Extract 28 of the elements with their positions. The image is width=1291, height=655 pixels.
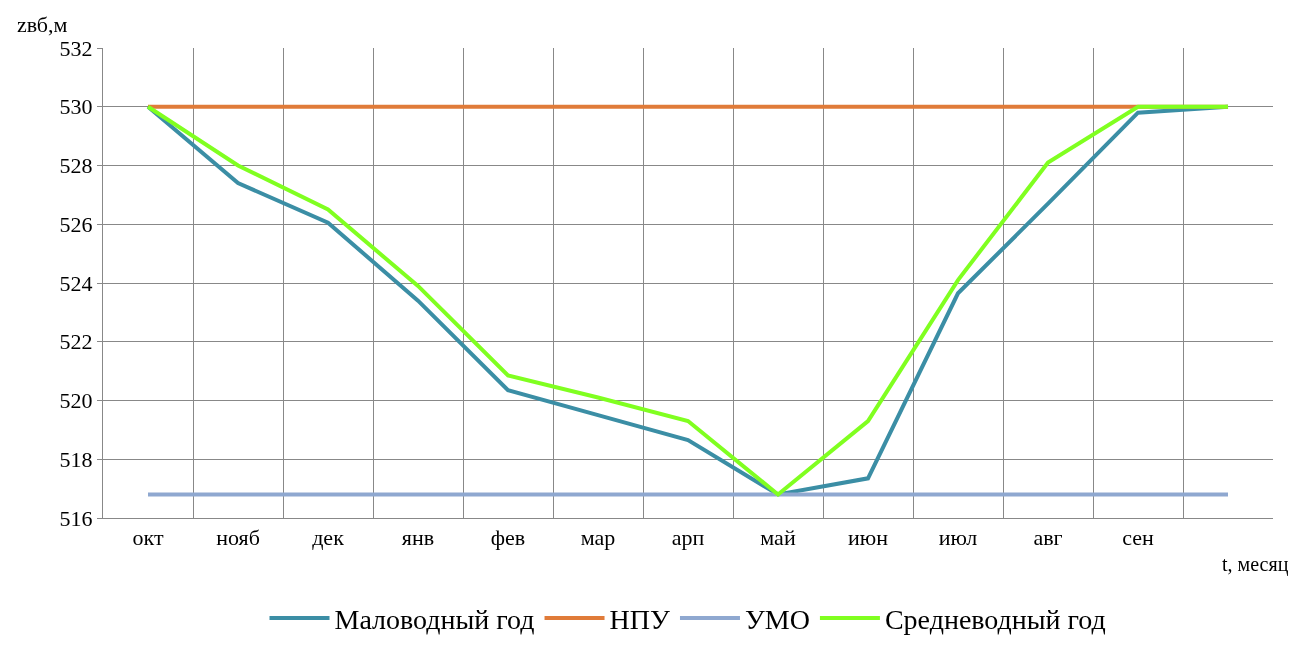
legend-label: Средневодный год [884,603,1106,635]
x-axis-title: t, месяц [1222,553,1289,576]
x-tick-label: нояб [216,525,260,551]
legend-label: НПУ [609,603,670,635]
x-tick-label: фев [490,525,526,551]
x-tick-label: мар [580,525,616,551]
legend-label: УМО [744,603,810,635]
y-tick-label: 526 [59,211,93,237]
y-tick-label: 532 [59,35,93,61]
x-tick-label: сен [1122,525,1155,551]
y-tick-label: 516 [59,505,93,531]
legend-label: Маловодный год [334,603,535,635]
x-tick-label: дек [312,525,345,551]
x-tick-label: май [760,525,796,551]
x-tick-label: июн [848,525,889,551]
y-tick-label: 518 [59,446,93,472]
y-axis-title: zвб,м [17,12,68,37]
y-tick-label: 528 [59,153,93,179]
y-tick-label: 530 [59,94,93,120]
y-tick-label: 524 [59,270,93,296]
x-tick-label: янв [401,525,435,551]
x-tick-label: окт [132,525,164,551]
x-tick-label: авг [1033,525,1063,551]
x-tick-label: арп [671,525,705,551]
y-tick-label: 522 [59,329,93,355]
line-series [146,104,1230,497]
y-tick-label: 520 [59,388,93,414]
x-tick-label: июл [938,525,978,551]
